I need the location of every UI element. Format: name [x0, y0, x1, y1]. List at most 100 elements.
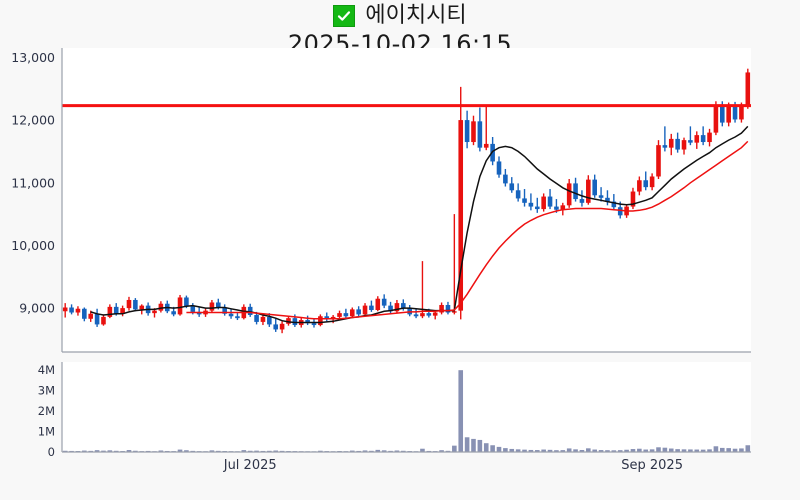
- page-title: 에이치시티: [365, 3, 467, 28]
- volume-bar: [573, 449, 578, 452]
- candle-body: [184, 297, 189, 307]
- volume-bar: [471, 438, 476, 452]
- price-ytick-label: 13,000: [11, 50, 55, 65]
- candle-body: [279, 323, 285, 330]
- candle-body: [247, 306, 253, 316]
- volume-bar: [82, 450, 87, 452]
- candle-body: [464, 120, 470, 143]
- candle-body: [216, 302, 221, 308]
- volume-bar: [534, 450, 540, 452]
- volume-bar: [732, 448, 738, 452]
- volume-bar: [617, 450, 623, 452]
- price-ytick-label: 9,000: [19, 301, 55, 316]
- candle-body: [273, 324, 279, 330]
- volume-bar: [554, 450, 559, 452]
- candle-body: [260, 316, 266, 322]
- candle-body: [171, 311, 176, 315]
- candle-body: [426, 313, 432, 316]
- candle-body: [254, 315, 259, 322]
- volume-bar: [158, 450, 164, 452]
- volume-bar: [452, 445, 457, 452]
- candle-body: [732, 106, 738, 120]
- volume-bar: [349, 450, 355, 452]
- candle-body: [586, 179, 591, 203]
- chart-area: 9,000 10,000 11,000 12,000 13,000 0 1M 2M 3M 4M Ju…: [0, 40, 800, 500]
- price-ytick-label: 11,000: [11, 175, 55, 190]
- axis-labels: 9,000 10,000 11,000 12,000 13,000 0 1M 2M 3M 4M Ju…: [11, 50, 683, 473]
- candle-body: [101, 316, 106, 325]
- candle-body: [120, 308, 125, 314]
- candle-body: [605, 197, 610, 202]
- candle-body: [209, 302, 215, 311]
- candle-body: [133, 299, 138, 310]
- volume-bar: [662, 447, 668, 452]
- candle-body: [611, 201, 617, 208]
- volume-ytick-label: 0: [48, 445, 55, 459]
- volume-bar: [515, 449, 521, 452]
- candle-body: [496, 161, 502, 175]
- volume-ytick-label: 4M: [38, 363, 55, 377]
- candle-body: [286, 318, 291, 324]
- check-icon[interactable]: [333, 5, 356, 27]
- candle-body: [439, 304, 444, 313]
- candle-body: [190, 306, 196, 312]
- candle-body: [522, 198, 527, 203]
- candle-body: [356, 309, 361, 315]
- volume-bar: [630, 449, 636, 452]
- candle-body: [694, 135, 700, 143]
- price-plot-background: [62, 48, 751, 352]
- volume-bar: [241, 450, 247, 452]
- volume-bar: [62, 450, 68, 452]
- candle-body: [592, 179, 597, 196]
- candle-body: [349, 309, 355, 317]
- candle-body: [362, 305, 368, 315]
- candle-body: [152, 310, 157, 314]
- candle-body: [630, 191, 636, 207]
- volume-bar: [656, 447, 661, 452]
- volume-bar: [739, 448, 744, 452]
- candle-body: [700, 135, 706, 143]
- candle-body: [420, 313, 425, 317]
- candle-body: [432, 312, 438, 316]
- volume-bar: [375, 449, 381, 452]
- xtick-label: Jul 2025: [223, 458, 277, 473]
- candle-body: [554, 206, 559, 210]
- candle-body: [452, 311, 457, 313]
- volume-bar: [509, 448, 515, 452]
- candle-body: [649, 176, 655, 188]
- volume-bar: [579, 449, 585, 452]
- candlestick-chart-svg[interactable]: 9,000 10,000 11,000 12,000 13,000 0 1M 2M 3M 4M Ju…: [0, 40, 800, 500]
- candle-body: [483, 143, 489, 148]
- volume-bar: [745, 445, 751, 452]
- volume-bar: [458, 370, 464, 452]
- volume-bar: [528, 449, 534, 452]
- volume-bar: [688, 449, 693, 452]
- volume-bar: [637, 448, 642, 452]
- volume-bar: [318, 450, 323, 452]
- candle-body: [579, 199, 585, 203]
- candle-body: [617, 207, 623, 216]
- candle-body: [381, 298, 387, 306]
- candle-body: [69, 307, 74, 313]
- candle-body: [62, 307, 68, 312]
- volume-bar: [209, 450, 215, 452]
- candle-body: [228, 313, 234, 317]
- candle-body: [292, 318, 298, 326]
- volume-bar: [598, 450, 604, 452]
- candle-body: [534, 206, 540, 210]
- ma-short-line: [90, 125, 749, 324]
- candle-body: [547, 196, 553, 207]
- volume-bar: [401, 450, 406, 452]
- volume-bar: [126, 450, 132, 452]
- candle-body: [560, 205, 566, 210]
- candle-body: [566, 183, 572, 206]
- volume-bar: [522, 449, 527, 452]
- ma-long-line: [186, 140, 749, 320]
- volume-bar: [649, 449, 655, 452]
- candle-body: [343, 313, 349, 317]
- volume-bar: [541, 449, 546, 452]
- candle-body: [82, 308, 87, 319]
- candle-body: [515, 190, 521, 199]
- candle-body: [668, 138, 674, 148]
